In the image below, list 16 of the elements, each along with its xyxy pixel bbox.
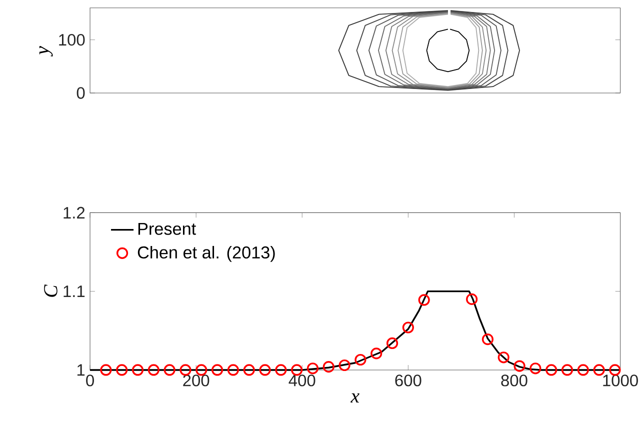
y-tick-label: 0 bbox=[76, 87, 85, 99]
legend-label: Chen et al. (2013) bbox=[138, 246, 275, 262]
x-tick-label: 200 bbox=[183, 374, 210, 386]
y-tick-label: 1.2 bbox=[64, 206, 85, 218]
y-axis-title: C bbox=[44, 284, 58, 297]
x-axis-title: x bbox=[350, 393, 360, 402]
x-tick-label: 400 bbox=[288, 374, 316, 386]
y-tick-label: 1.1 bbox=[64, 286, 85, 297]
x-tick-label: 600 bbox=[395, 374, 422, 386]
y-tick-label: 100 bbox=[59, 34, 85, 46]
x-tick-label: 1000 bbox=[603, 374, 638, 386]
y-axis-title: y bbox=[39, 46, 53, 56]
x-tick-label: 0 bbox=[86, 374, 94, 386]
legend-label: Present bbox=[138, 222, 196, 235]
y-tick-label: 1 bbox=[77, 364, 85, 376]
x-tick-label: 800 bbox=[501, 374, 528, 386]
